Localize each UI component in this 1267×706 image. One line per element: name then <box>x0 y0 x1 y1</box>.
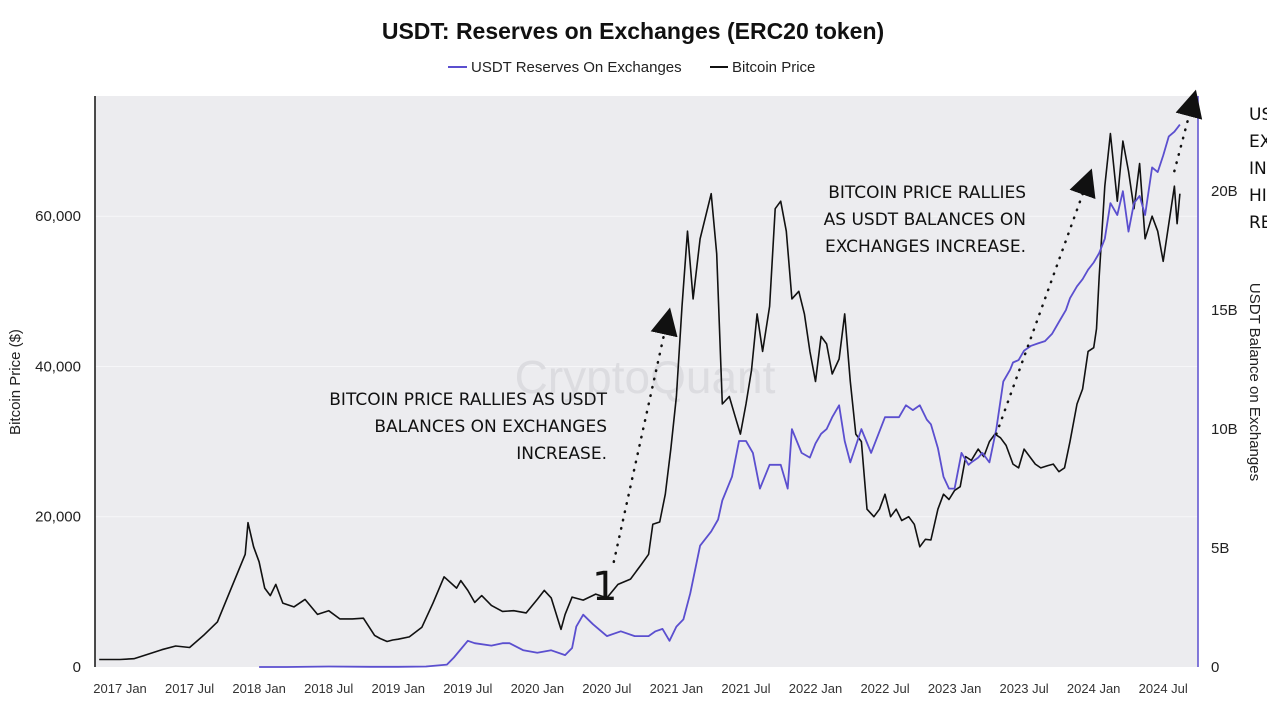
right-tick-label: 15B <box>1211 302 1238 319</box>
annotation-3-line-5: RE <box>1249 213 1267 233</box>
right-tick-label: 5B <box>1211 540 1229 557</box>
left-axis-ticks: 0 20,000 40,000 60,000 <box>35 208 81 676</box>
x-tick-label: 2021 Jul <box>721 681 770 696</box>
right-tick-label: 10B <box>1211 421 1238 438</box>
annotation-3-line-4: HI <box>1249 186 1267 206</box>
series-line-usdt-reserves-on-exchanges[interactable] <box>259 124 1181 668</box>
annotation-2-line-1: BITCOIN PRICE RALLIES <box>828 183 1026 203</box>
x-tick-label: 2020 Jul <box>582 681 631 696</box>
x-tick-label: 2021 Jan <box>650 681 704 696</box>
series-layer <box>99 124 1181 668</box>
annotation-2-line-2: AS USDT BALANCES ON <box>824 210 1026 230</box>
chart-title: USDT: Reserves on Exchanges (ERC20 token… <box>382 18 884 44</box>
right-tick-label: 20B <box>1211 183 1238 200</box>
x-tick-label: 2023 Jan <box>928 681 982 696</box>
gridlines <box>95 215 1198 518</box>
legend: USDT Reserves On Exchanges Bitcoin Price <box>448 59 815 76</box>
x-tick-label: 2018 Jul <box>304 681 353 696</box>
left-tick-label: 60,000 <box>35 208 81 225</box>
annotation-1: BITCOIN PRICE RALLIES AS USDT BALANCES O… <box>329 390 607 464</box>
x-tick-label: 2017 Jul <box>165 681 214 696</box>
annotation-3-line-2: EX <box>1249 132 1267 152</box>
right-axis-label: USDT Balance on Exchanges <box>1246 283 1263 481</box>
right-axis-ticks: 0 5B 10B 15B 20B <box>1211 183 1238 676</box>
annotation-2: BITCOIN PRICE RALLIES AS USDT BALANCES O… <box>824 183 1026 257</box>
x-tick-label: 2019 Jan <box>371 681 425 696</box>
watermark: CryptoQuant <box>515 351 776 403</box>
annotation-1-line-3: INCREASE. <box>516 444 607 464</box>
series-line-bitcoin-price[interactable] <box>99 132 1181 661</box>
x-tick-label: 2018 Jan <box>232 681 286 696</box>
annotation-3-line-1: US <box>1249 105 1267 125</box>
right-tick-label: 0 <box>1211 659 1219 676</box>
left-tick-label: 40,000 <box>35 358 81 375</box>
x-tick-label: 2022 Jan <box>789 681 843 696</box>
x-tick-label: 2023 Jul <box>1000 681 1049 696</box>
x-tick-label: 2019 Jul <box>443 681 492 696</box>
x-tick-label: 2024 Jul <box>1139 681 1188 696</box>
x-tick-label: 2024 Jan <box>1067 681 1121 696</box>
annotation-3-truncated: US EX IN HI RE <box>1249 105 1267 233</box>
handwritten-mark: 1 <box>592 564 617 610</box>
x-tick-label: 2017 Jan <box>93 681 147 696</box>
left-tick-label: 20,000 <box>35 509 81 526</box>
annotation-1-line-2: BALANCES ON EXCHANGES <box>374 417 607 437</box>
x-tick-label: 2022 Jul <box>860 681 909 696</box>
left-tick-label: 0 <box>73 659 81 676</box>
plot-area <box>95 96 1198 667</box>
annotation-arrow-1 <box>612 307 678 564</box>
legend-label-usdt[interactable]: USDT Reserves On Exchanges <box>471 59 682 76</box>
annotation-arrows <box>612 89 1203 564</box>
annotation-arrow-3 <box>1173 89 1203 173</box>
x-axis-ticks: 2017 Jan 2017 Jul 2018 Jan 2018 Jul 2019 Jan… <box>93 681 1188 696</box>
annotation-1-line-1: BITCOIN PRICE RALLIES AS USDT <box>329 390 607 410</box>
legend-label-btc[interactable]: Bitcoin Price <box>732 59 815 76</box>
left-axis-label: Bitcoin Price ($) <box>7 329 24 435</box>
x-tick-label: 2020 Jan <box>511 681 565 696</box>
annotation-3-line-3: IN <box>1249 159 1267 179</box>
annotation-2-line-3: EXCHANGES INCREASE. <box>825 237 1026 257</box>
